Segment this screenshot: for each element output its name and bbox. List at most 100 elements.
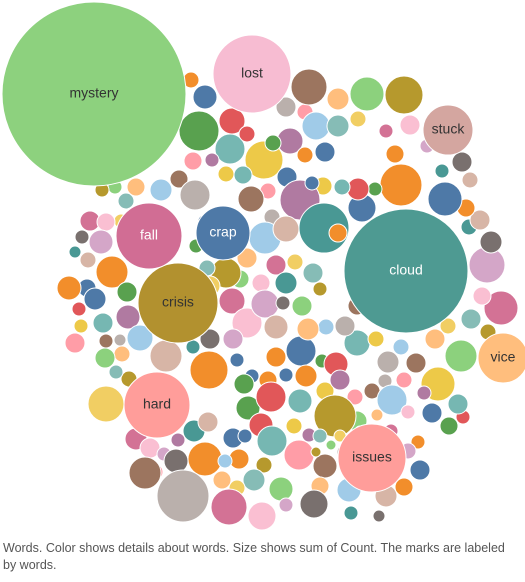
bubble[interactable] [376, 350, 400, 374]
bubble[interactable] [328, 223, 348, 243]
bubble[interactable] [197, 411, 219, 433]
bubble[interactable] [212, 470, 232, 490]
bubble[interactable] [87, 385, 125, 423]
bubble[interactable] [117, 192, 135, 210]
bubble[interactable] [265, 346, 287, 368]
bubble[interactable] [204, 152, 220, 168]
bubble[interactable] [329, 369, 351, 391]
bubble[interactable] [73, 318, 89, 334]
bubble[interactable] [291, 295, 313, 317]
bubble[interactable] [126, 324, 154, 352]
bubble[interactable] [229, 352, 245, 368]
bubble[interactable] [325, 439, 337, 451]
bubble[interactable] [434, 163, 450, 179]
bubble[interactable] [96, 212, 116, 232]
bubble[interactable] [395, 371, 413, 389]
bubble-mystery[interactable] [1, 1, 187, 187]
bubble[interactable] [275, 96, 297, 118]
bubble[interactable] [250, 289, 280, 319]
bubble[interactable] [189, 350, 229, 390]
bubble[interactable] [410, 434, 426, 450]
bubble[interactable] [447, 393, 469, 415]
bubble[interactable] [405, 352, 427, 374]
bubble[interactable] [346, 388, 364, 406]
bubble[interactable] [346, 177, 370, 201]
bubble[interactable] [79, 251, 97, 269]
bubble[interactable] [264, 134, 282, 152]
bubble[interactable] [479, 230, 503, 254]
bubble[interactable] [88, 229, 114, 255]
bubble[interactable] [376, 384, 408, 416]
bubble[interactable] [242, 468, 266, 492]
bubble[interactable] [170, 432, 186, 448]
bubble[interactable] [94, 347, 116, 369]
bubble[interactable] [116, 281, 138, 303]
bubble[interactable] [92, 312, 114, 334]
bubble[interactable] [68, 245, 82, 259]
bubble[interactable] [285, 335, 317, 367]
bubble[interactable] [238, 125, 256, 143]
bubble[interactable] [379, 163, 423, 207]
bubble[interactable] [217, 453, 233, 469]
bubble[interactable] [424, 328, 446, 350]
bubble[interactable] [233, 165, 253, 185]
bubble[interactable] [285, 417, 303, 435]
bubble[interactable] [290, 68, 328, 106]
bubble[interactable] [416, 385, 432, 401]
bubble[interactable] [283, 439, 315, 471]
bubble[interactable] [128, 456, 162, 490]
bubble[interactable] [74, 229, 90, 245]
bubble[interactable] [301, 111, 331, 141]
bubble[interactable] [384, 75, 424, 115]
bubble[interactable] [312, 453, 338, 479]
bubble-crisis[interactable] [137, 262, 219, 344]
bubble[interactable] [278, 497, 294, 513]
bubble[interactable] [233, 373, 255, 395]
bubble[interactable] [187, 441, 223, 477]
bubble[interactable] [349, 76, 385, 112]
bubble[interactable] [149, 178, 173, 202]
bubble[interactable] [349, 110, 367, 128]
bubble[interactable] [218, 287, 246, 315]
bubble[interactable] [126, 177, 146, 197]
bubble[interactable] [236, 247, 258, 269]
bubble[interactable] [378, 123, 394, 139]
bubble[interactable] [214, 133, 246, 165]
bubble[interactable] [169, 169, 189, 189]
bubble[interactable] [421, 402, 443, 424]
bubble[interactable] [255, 456, 273, 474]
bubble[interactable] [287, 388, 313, 414]
bubble[interactable] [235, 395, 261, 421]
bubble[interactable] [310, 446, 322, 458]
bubble[interactable] [210, 488, 248, 526]
bubble[interactable] [469, 209, 491, 231]
bubble[interactable] [265, 254, 287, 276]
bubble[interactable] [71, 301, 87, 317]
bubble[interactable] [296, 317, 320, 341]
bubble[interactable] [304, 175, 320, 191]
bubble[interactable] [385, 144, 405, 164]
bubble[interactable] [274, 271, 298, 295]
bubble-vice[interactable] [477, 332, 525, 384]
bubble[interactable] [302, 262, 324, 284]
bubble[interactable] [95, 255, 129, 289]
bubble[interactable] [427, 181, 463, 217]
bubble[interactable] [367, 330, 385, 348]
bubble[interactable] [314, 141, 336, 163]
bubble[interactable] [439, 416, 459, 436]
bubble[interactable] [237, 185, 265, 213]
bubble[interactable] [83, 287, 107, 311]
bubble[interactable] [268, 476, 294, 502]
bubble[interactable] [113, 333, 127, 347]
bubble[interactable] [460, 308, 482, 330]
bubble-cloud[interactable] [343, 208, 469, 334]
bubble[interactable] [192, 84, 218, 110]
bubble[interactable] [231, 307, 263, 339]
bubble[interactable] [472, 286, 492, 306]
bubble[interactable] [163, 448, 189, 474]
bubble[interactable] [149, 339, 183, 373]
bubble[interactable] [272, 215, 300, 243]
bubble[interactable] [199, 328, 221, 350]
bubble[interactable] [372, 509, 386, 523]
bubble[interactable] [333, 178, 351, 196]
